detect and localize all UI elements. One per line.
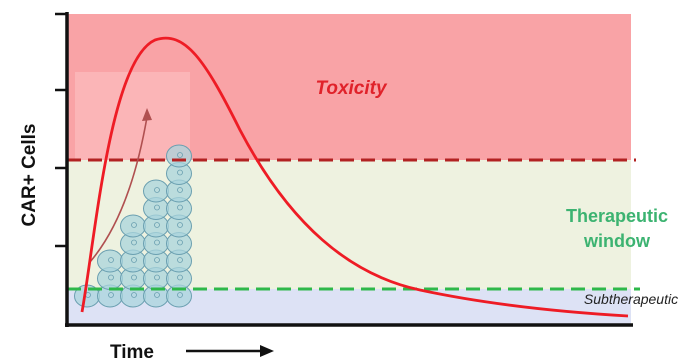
- expansion-arrowhead: [142, 108, 152, 121]
- cell-nucleus: [131, 292, 137, 298]
- toxicity-label: Toxicity: [315, 78, 388, 99]
- therapeutic-window-label-line2: window: [583, 231, 651, 251]
- cell-nucleus: [177, 257, 183, 263]
- cell-nucleus: [108, 292, 114, 298]
- cell-nucleus: [131, 257, 137, 263]
- car-t-cell: [120, 214, 146, 238]
- cell-nucleus: [154, 274, 160, 281]
- cell-nucleus: [108, 274, 114, 281]
- cell-nucleus: [154, 292, 160, 298]
- cell-nucleus: [177, 239, 183, 246]
- car-t-cell: [143, 179, 169, 203]
- expansion-arrow: [89, 116, 148, 263]
- cell-nucleus: [131, 274, 137, 281]
- x-axis-label: Time: [110, 342, 154, 362]
- car-t-cell: [166, 144, 192, 168]
- cell-nucleus: [154, 257, 160, 263]
- cell-nucleus: [154, 187, 160, 193]
- cell-nucleus: [177, 222, 183, 228]
- highlight-box: [75, 72, 190, 160]
- cell-nucleus: [177, 187, 183, 193]
- car-cell-kinetics-curve: [80, 36, 629, 318]
- cell-nucleus: [131, 222, 137, 228]
- therapeutic-window-label-line1: Therapeutic: [566, 206, 668, 226]
- cell-nucleus: [131, 239, 137, 246]
- car-t-cell: [97, 249, 123, 273]
- cell-nucleus: [177, 152, 183, 158]
- time-arrow-head: [260, 345, 274, 357]
- y-axis-label: CAR+ Cells: [19, 124, 40, 227]
- cell-nucleus: [177, 204, 183, 211]
- cell-nucleus: [177, 292, 183, 298]
- cell-nucleus: [177, 274, 183, 281]
- cell-nucleus: [177, 169, 183, 176]
- cell-nucleus: [154, 239, 160, 246]
- cell-nucleus: [154, 222, 160, 228]
- subtherapeutic-label: Subtherapeutic: [584, 291, 678, 307]
- cell-nucleus: [154, 204, 160, 211]
- cell-nucleus: [108, 257, 114, 263]
